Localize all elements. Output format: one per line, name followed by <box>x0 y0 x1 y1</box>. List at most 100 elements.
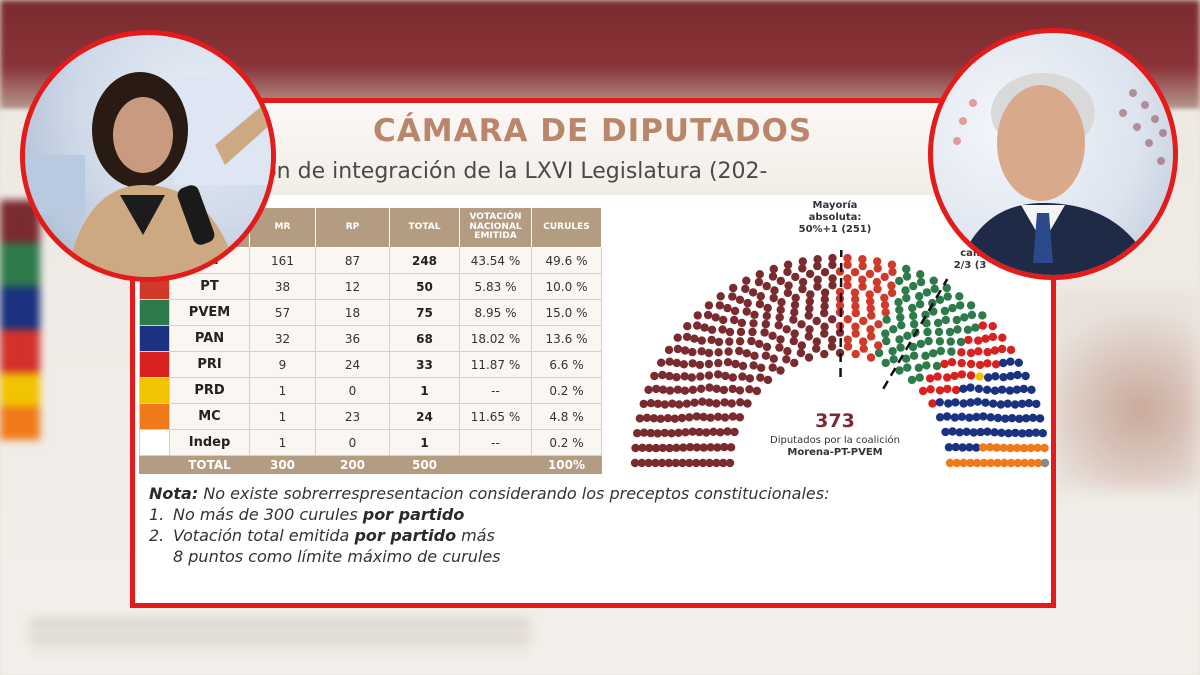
majority-label-line-3: 50%+1 (251) <box>798 224 872 235</box>
speaker-inset-right <box>928 28 1178 280</box>
rp-value: 0 <box>315 429 390 456</box>
two-thirds-label-line-1: cali <box>960 248 980 259</box>
speaker-photo-right <box>953 73 1167 275</box>
party-name: PVEM <box>169 299 250 326</box>
total-value: 248 <box>389 247 460 274</box>
votacion-value: 18.02 % <box>459 325 532 352</box>
table-row: PVEM 57 18 75 8.95 % 15.0 % <box>139 299 602 326</box>
majority-label: Mayoría absoluta: 50%+1 (251) <box>790 200 880 236</box>
table-row: Indep 1 0 1 -- 0.2 % <box>139 429 602 456</box>
curules-value: 4.8 % <box>531 403 602 430</box>
nota-item-1-bold: por partido <box>362 505 465 524</box>
mr-value: 9 <box>249 351 316 378</box>
nota-item-2-cont: 8 puntos como límite máximo de curules <box>173 547 501 566</box>
table-total-row: TOTAL 300 200 500 100% <box>139 455 602 474</box>
votacion-value: 11.65 % <box>459 403 532 430</box>
majority-label-line-2: absoluta: <box>808 212 862 223</box>
table-row: PRD 1 0 1 -- 0.2 % <box>139 377 602 404</box>
party-name: PRI <box>169 351 250 378</box>
total-total: 500 <box>389 455 460 474</box>
background-text-lines <box>30 620 530 650</box>
nota-item-2: 2. Votación total emitida por partido más <box>149 525 830 546</box>
coalition-caption-line-1: Diputados por la coalición <box>770 435 900 446</box>
nota-label: Nota: <box>149 484 199 503</box>
two-thirds-label-line-2: 2/3 (3 <box>953 260 987 271</box>
curules-value: 6.6 % <box>531 351 602 378</box>
mr-value: 1 <box>249 377 316 404</box>
slide-header <box>135 103 1051 195</box>
rp-value: 36 <box>315 325 390 352</box>
party-name: PRD <box>169 377 250 404</box>
total-label: TOTAL <box>169 455 250 474</box>
nota-item-2-text: Votación total emitida <box>173 526 355 545</box>
nota-number-2: 2. <box>149 526 165 545</box>
total-value: 24 <box>389 403 460 430</box>
table-header-total: TOTAL <box>389 207 460 248</box>
nota-item-1: 1. No más de 300 curules por partido <box>149 504 830 525</box>
nota-item-1-text: No más de 300 curules <box>173 505 363 524</box>
curules-value: 15.0 % <box>531 299 602 326</box>
total-value: 75 <box>389 299 460 326</box>
party-color-swatch <box>139 351 170 378</box>
table-row: PT 38 12 50 5.83 % 10.0 % <box>139 273 602 300</box>
party-color-swatch <box>139 325 170 352</box>
rp-value: 24 <box>315 351 390 378</box>
nota-number-1: 1. <box>149 505 165 524</box>
nota-block: Nota: No existe sobrerrespresentacion co… <box>149 483 830 567</box>
party-name: MC <box>169 403 250 430</box>
votacion-value: -- <box>459 377 532 404</box>
party-name: PAN <box>169 325 250 352</box>
total-curules: 100% <box>531 455 602 474</box>
total-value: 50 <box>389 273 460 300</box>
curules-value: 0.2 % <box>531 429 602 456</box>
mr-value: 57 <box>249 299 316 326</box>
curules-value: 49.6 % <box>531 247 602 274</box>
party-color-swatch <box>139 429 170 456</box>
votacion-value: 8.95 % <box>459 299 532 326</box>
table-row: MC 1 23 24 11.65 % 4.8 % <box>139 403 602 430</box>
mr-value: 32 <box>249 325 316 352</box>
party-name: Indep <box>169 429 250 456</box>
total-value: 1 <box>389 377 460 404</box>
total-swatch <box>139 455 170 474</box>
votacion-value: -- <box>459 429 532 456</box>
majority-label-line-1: Mayoría <box>812 200 858 211</box>
coalition-caption: Diputados por la coalición Morena-PT-PVE… <box>745 435 925 459</box>
mr-value: 1 <box>249 403 316 430</box>
mr-value: 38 <box>249 273 316 300</box>
coalition-caption-line-2: Morena-PT-PVEM <box>787 447 883 458</box>
nota-text: No existe sobrerrespresentacion consider… <box>198 484 830 503</box>
nota-item-2-bold: por partido <box>354 526 457 545</box>
table-header-rp: RP <box>315 207 390 248</box>
table-row: PRI 9 24 33 11.87 % 6.6 % <box>139 351 602 378</box>
nota-intro: Nota: No existe sobrerrespresentacion co… <box>149 483 830 504</box>
rp-value: 18 <box>315 299 390 326</box>
votacion-value: 11.87 % <box>459 351 532 378</box>
nota-item-2-tail: más <box>456 526 495 545</box>
speaker-photo-left <box>25 72 271 277</box>
rp-value: 0 <box>315 377 390 404</box>
votacion-value: 5.83 % <box>459 273 532 300</box>
mr-value: 1 <box>249 429 316 456</box>
rp-value: 87 <box>315 247 390 274</box>
two-thirds-label: cali 2/3 (3 <box>940 248 1000 272</box>
votacion-value: 43.54 % <box>459 247 532 274</box>
total-votacion <box>459 455 532 474</box>
background-blur-figure <box>1050 290 1200 490</box>
slide-title: CÁMARA DE DIPUTADOS <box>373 113 813 149</box>
total-value: 33 <box>389 351 460 378</box>
table-header-curules: CURULES <box>531 207 602 248</box>
table-row: PAN 32 36 68 18.02 % 13.6 % <box>139 325 602 352</box>
table-header-votacion: VOTACIÓN NACIONAL EMITIDA <box>459 207 532 248</box>
speaker-inset-left <box>20 30 276 282</box>
curules-value: 13.6 % <box>531 325 602 352</box>
total-rp: 200 <box>315 455 390 474</box>
total-value: 68 <box>389 325 460 352</box>
slide-subtitle: ción de integración de la LXVI Legislatu… <box>245 159 768 184</box>
seats-table: MR RP TOTAL VOTACIÓN NACIONAL EMITIDA CU… <box>139 207 602 474</box>
rp-value: 23 <box>315 403 390 430</box>
curules-value: 0.2 % <box>531 377 602 404</box>
background-color-strip <box>0 200 40 440</box>
total-value: 1 <box>389 429 460 456</box>
party-color-swatch <box>139 403 170 430</box>
